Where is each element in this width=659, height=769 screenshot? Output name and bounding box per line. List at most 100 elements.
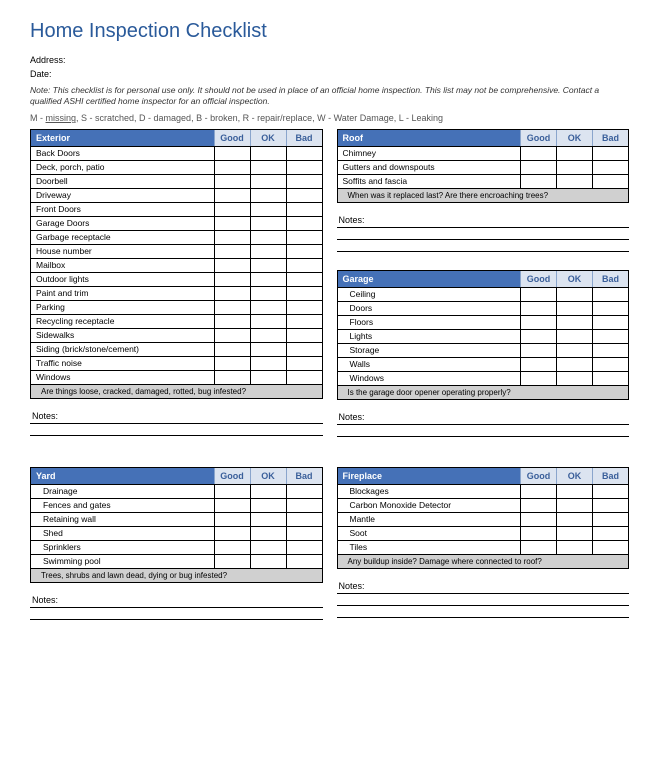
cell-ok[interactable] (250, 147, 286, 160)
cell-ok[interactable] (250, 329, 286, 342)
cell-ok[interactable] (556, 485, 592, 498)
cell-bad[interactable] (592, 358, 628, 371)
cell-bad[interactable] (592, 288, 628, 301)
cell-good[interactable] (520, 499, 556, 512)
cell-bad[interactable] (592, 302, 628, 315)
cell-bad[interactable] (286, 301, 322, 314)
cell-ok[interactable] (250, 527, 286, 540)
cell-good[interactable] (214, 161, 250, 174)
notes-line[interactable] (30, 424, 323, 436)
cell-good[interactable] (214, 315, 250, 328)
cell-ok[interactable] (556, 302, 592, 315)
cell-ok[interactable] (250, 273, 286, 286)
cell-ok[interactable] (556, 499, 592, 512)
cell-ok[interactable] (250, 513, 286, 526)
cell-good[interactable] (214, 273, 250, 286)
cell-ok[interactable] (556, 175, 592, 188)
cell-ok[interactable] (250, 231, 286, 244)
cell-good[interactable] (214, 231, 250, 244)
cell-bad[interactable] (286, 273, 322, 286)
cell-bad[interactable] (286, 217, 322, 230)
cell-ok[interactable] (556, 541, 592, 554)
cell-ok[interactable] (250, 287, 286, 300)
cell-good[interactable] (214, 217, 250, 230)
cell-ok[interactable] (556, 330, 592, 343)
cell-ok[interactable] (250, 245, 286, 258)
cell-bad[interactable] (592, 175, 628, 188)
cell-ok[interactable] (250, 175, 286, 188)
notes-line[interactable] (337, 606, 630, 618)
cell-good[interactable] (520, 541, 556, 554)
cell-good[interactable] (214, 301, 250, 314)
notes-line[interactable] (337, 425, 630, 437)
cell-bad[interactable] (592, 161, 628, 174)
cell-bad[interactable] (286, 541, 322, 554)
cell-good[interactable] (214, 371, 250, 384)
cell-ok[interactable] (556, 513, 592, 526)
cell-good[interactable] (520, 485, 556, 498)
cell-ok[interactable] (250, 555, 286, 568)
cell-ok[interactable] (556, 147, 592, 160)
cell-good[interactable] (214, 357, 250, 370)
cell-bad[interactable] (592, 344, 628, 357)
cell-bad[interactable] (286, 259, 322, 272)
cell-bad[interactable] (286, 371, 322, 384)
cell-ok[interactable] (556, 527, 592, 540)
cell-good[interactable] (214, 329, 250, 342)
cell-good[interactable] (520, 175, 556, 188)
cell-bad[interactable] (286, 161, 322, 174)
cell-good[interactable] (214, 245, 250, 258)
cell-good[interactable] (214, 513, 250, 526)
cell-good[interactable] (520, 527, 556, 540)
cell-bad[interactable] (286, 189, 322, 202)
cell-ok[interactable] (556, 161, 592, 174)
cell-bad[interactable] (286, 527, 322, 540)
cell-good[interactable] (520, 330, 556, 343)
cell-bad[interactable] (286, 245, 322, 258)
notes-line[interactable] (337, 240, 630, 252)
notes-line[interactable] (337, 228, 630, 240)
cell-bad[interactable] (592, 513, 628, 526)
cell-bad[interactable] (286, 315, 322, 328)
cell-bad[interactable] (286, 329, 322, 342)
cell-bad[interactable] (286, 555, 322, 568)
cell-good[interactable] (214, 555, 250, 568)
cell-good[interactable] (214, 485, 250, 498)
cell-bad[interactable] (286, 343, 322, 356)
cell-bad[interactable] (286, 357, 322, 370)
cell-good[interactable] (520, 161, 556, 174)
cell-ok[interactable] (250, 301, 286, 314)
cell-bad[interactable] (592, 541, 628, 554)
cell-good[interactable] (214, 527, 250, 540)
cell-bad[interactable] (286, 231, 322, 244)
cell-ok[interactable] (250, 217, 286, 230)
cell-good[interactable] (214, 287, 250, 300)
cell-ok[interactable] (250, 161, 286, 174)
cell-ok[interactable] (556, 288, 592, 301)
cell-ok[interactable] (250, 315, 286, 328)
cell-ok[interactable] (250, 499, 286, 512)
cell-ok[interactable] (250, 485, 286, 498)
cell-good[interactable] (214, 259, 250, 272)
cell-ok[interactable] (250, 203, 286, 216)
cell-bad[interactable] (286, 499, 322, 512)
cell-ok[interactable] (250, 541, 286, 554)
cell-good[interactable] (214, 499, 250, 512)
cell-bad[interactable] (286, 175, 322, 188)
cell-ok[interactable] (250, 343, 286, 356)
cell-good[interactable] (214, 175, 250, 188)
cell-ok[interactable] (556, 344, 592, 357)
cell-bad[interactable] (286, 513, 322, 526)
cell-ok[interactable] (250, 189, 286, 202)
cell-good[interactable] (214, 541, 250, 554)
cell-bad[interactable] (592, 316, 628, 329)
cell-good[interactable] (520, 147, 556, 160)
cell-good[interactable] (520, 344, 556, 357)
cell-bad[interactable] (286, 485, 322, 498)
cell-good[interactable] (520, 302, 556, 315)
cell-ok[interactable] (556, 358, 592, 371)
cell-bad[interactable] (286, 203, 322, 216)
cell-ok[interactable] (556, 372, 592, 385)
cell-good[interactable] (214, 203, 250, 216)
cell-bad[interactable] (592, 527, 628, 540)
